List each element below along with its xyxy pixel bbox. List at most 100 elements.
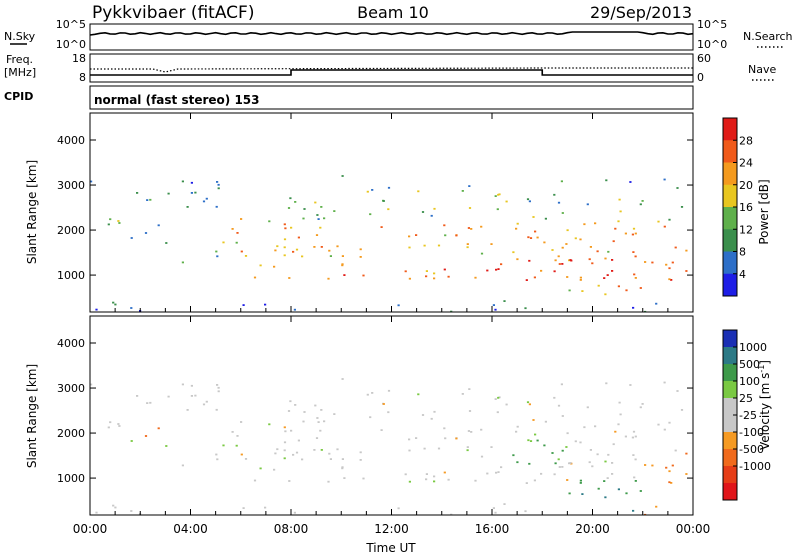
velocity-echo-cell <box>494 511 497 514</box>
velocity-echo-cell <box>216 458 219 461</box>
velocity-echo-cell <box>533 479 536 482</box>
velocity-echo-cell <box>607 453 610 456</box>
power-echo-cell <box>253 276 257 279</box>
velocity-colorbar-swatch <box>723 449 737 467</box>
power-echo-cell <box>425 270 428 272</box>
power-echo-cell <box>90 180 93 183</box>
velocity-echo-cell <box>380 429 383 431</box>
velocity-echo-cell <box>315 437 319 439</box>
power-echo-cell <box>320 246 323 248</box>
noise-left-label: N.Sky <box>4 30 36 43</box>
velocity-echo-cell <box>526 401 530 404</box>
date-label: 29/Sep/2013 <box>590 3 692 22</box>
velocity-echo-cell <box>629 384 632 386</box>
power-echo-cell <box>288 277 291 279</box>
velocity-echo-cell <box>641 403 644 405</box>
velocity-echo-cell <box>109 421 112 424</box>
power-echo-cell <box>194 191 197 194</box>
power-echo-cell <box>533 276 536 279</box>
velocity-echo-cell <box>685 473 688 475</box>
velocity-echo-cell <box>316 417 319 419</box>
velocity-echo-cell <box>494 398 497 400</box>
power-echo-cell <box>553 270 556 273</box>
power-echo-cell <box>317 218 320 220</box>
velocity-echo-cell <box>320 449 323 451</box>
velocity-echo-cell <box>130 440 133 442</box>
velocity-echo-cell <box>328 452 331 455</box>
power-echo-cell <box>444 234 447 237</box>
velocity-ytick-label: 4000 <box>57 337 85 350</box>
power-echo-cell <box>594 222 597 225</box>
power-echo-cell <box>565 243 568 245</box>
power-echo-cell <box>566 276 569 278</box>
power-echo-cell <box>588 258 591 261</box>
velocity-echo-cell <box>274 452 277 455</box>
velocity-echo-cell <box>293 511 296 514</box>
power-echo-cell <box>216 255 219 258</box>
power-echo-cell <box>343 274 346 276</box>
velocity-echo-cell <box>594 425 597 428</box>
velocity-echo-cell <box>437 447 441 450</box>
velocity-echo-cell <box>466 449 469 452</box>
power-echo-cell <box>596 250 599 253</box>
velocity-echo-cell <box>639 406 642 409</box>
power-echo-cell <box>118 222 121 224</box>
power-echo-cell <box>632 306 635 309</box>
power-echo-cell <box>276 245 279 248</box>
velocity-colorbar-label-close: ] <box>758 360 772 365</box>
power-echo-cell <box>461 190 464 192</box>
power-echo-cell <box>415 234 418 236</box>
velocity-echo-cell <box>244 458 248 460</box>
power-echo-cell <box>240 218 243 220</box>
power-colorbar-label: Power [dB] <box>757 179 771 244</box>
power-colorbar: 4 8 12 16 20 24 28 <box>722 117 753 297</box>
power-echo-cell <box>603 277 606 279</box>
power-echo-cell <box>283 223 286 226</box>
velocity-echo-cell <box>566 479 569 481</box>
velocity-colorbar-swatch <box>723 330 737 348</box>
power-echo-cell <box>512 251 515 254</box>
power-echo-cell <box>202 200 206 203</box>
power-echo-cell <box>680 206 684 208</box>
power-echo-cell <box>417 190 420 193</box>
velocity-panel: 1000 2000 3000 4000 Slant Range [km] 1000 50… <box>25 315 772 516</box>
velocity-echo-cell <box>603 480 606 482</box>
time-x-axis: 00:00 04:00 08:00 12:00 16:00 20:00 00:00 <box>73 113 710 536</box>
velocity-echo-cell <box>561 415 564 417</box>
velocity-echo-cell <box>581 493 584 495</box>
power-echo-cell <box>644 310 647 312</box>
power-colorbar-swatch <box>723 140 737 163</box>
power-echo-cell <box>589 246 592 248</box>
velocity-echo-cell <box>671 464 674 467</box>
velocity-echo-cell <box>528 462 531 465</box>
power-echo-cell <box>268 220 271 223</box>
power-echo-cell <box>466 246 469 249</box>
power-echo-cell <box>274 249 277 252</box>
velocity-echo-cell <box>205 400 208 403</box>
power-echo-cell <box>641 200 644 202</box>
velocity-echo-cell <box>408 438 411 441</box>
power-echo-cell <box>408 235 411 238</box>
velocity-colorbar-tick-label: 100 <box>739 375 760 388</box>
velocity-echo-cell <box>314 404 317 407</box>
power-echo-cell <box>468 207 472 209</box>
power-echo-cell <box>186 206 189 208</box>
power-echo-cell <box>316 214 319 216</box>
velocity-echo-cell <box>470 431 473 433</box>
power-colorbar-tick-label: 16 <box>739 201 753 214</box>
power-echo-cell <box>557 201 561 204</box>
power-echo-cell <box>470 228 473 230</box>
power-echo-cell <box>289 197 292 200</box>
velocity-echo-cell <box>181 383 184 386</box>
velocity-echo-cell <box>146 402 149 404</box>
power-colorbar-swatch <box>723 229 737 252</box>
freq-label-2: [MHz] <box>4 66 36 79</box>
power-echo-cell <box>619 210 622 213</box>
power-echo-cell <box>586 203 589 206</box>
power-echo-cell <box>685 270 688 272</box>
power-echo-cell <box>604 293 607 296</box>
power-echo-cell <box>329 255 332 257</box>
power-echo-cell <box>295 248 299 251</box>
power-echo-cell <box>671 261 674 264</box>
